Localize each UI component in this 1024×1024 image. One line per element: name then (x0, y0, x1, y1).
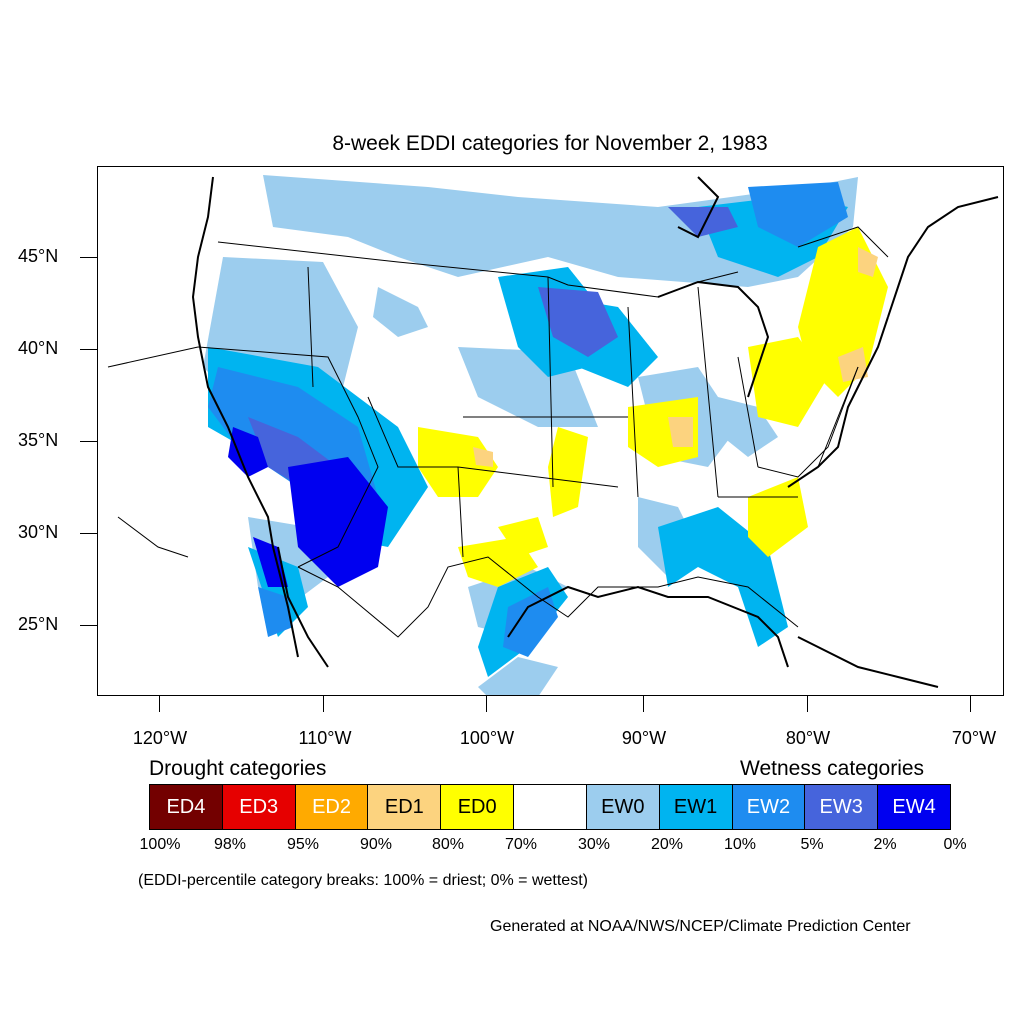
lat-tick (80, 349, 97, 350)
drought-heading: Drought categories (149, 757, 327, 780)
ed1-regions (473, 247, 878, 467)
lon-label-120: 120°W (132, 728, 188, 748)
lon-tick (159, 696, 160, 712)
lon-label-110: 110°W (298, 728, 352, 748)
wetness-heading: Wetness categories (740, 757, 925, 780)
lon-tick (486, 696, 487, 712)
lat-tick (80, 625, 97, 626)
legend-ed4: ED4 (150, 785, 223, 829)
lon-tick (807, 696, 808, 712)
pct-break: 0% (943, 836, 967, 853)
map-panel (97, 166, 1004, 696)
lat-tick (80, 257, 97, 258)
pct-break: 2% (873, 836, 897, 853)
map-title: 8-week EDDI categories for November 2, 1… (332, 132, 768, 155)
legend-ed1: ED1 (368, 785, 442, 829)
pct-break: 10% (723, 836, 757, 853)
lat-label-45: 45°N (18, 246, 59, 266)
pct-break: 80% (431, 836, 465, 853)
pct-break: 90% (359, 836, 393, 853)
lat-label-40: 40°N (18, 338, 59, 358)
lon-tick (970, 696, 971, 712)
lat-tick (80, 441, 97, 442)
lat-label-25: 25°N (18, 614, 59, 634)
legend-ed3: ED3 (222, 785, 296, 829)
legend-normal (514, 785, 587, 829)
legend-ed2: ED2 (295, 785, 369, 829)
lon-tick (643, 696, 644, 712)
eddi-map (107, 175, 999, 695)
lon-label-90: 90°W (621, 728, 667, 748)
lon-tick (323, 696, 324, 712)
lat-tick (80, 533, 97, 534)
pct-break: 98% (213, 836, 247, 853)
ed0-regions (418, 227, 888, 587)
pct-break: 30% (577, 836, 611, 853)
pct-break: 20% (650, 836, 684, 853)
lon-label-100: 100°W (459, 728, 515, 748)
lat-label-30: 30°N (18, 522, 59, 542)
credit-line: Generated at NOAA/NWS/NCEP/Climate Predi… (490, 918, 911, 935)
ew4-regions (228, 427, 388, 587)
lon-label-70: 70°W (951, 728, 997, 748)
legend-ew1: EW1 (659, 785, 733, 829)
pct-break: 95% (286, 836, 320, 853)
legend-ed0: ED0 (441, 785, 515, 829)
lat-label-35: 35°N (18, 430, 59, 450)
category-legend: ED4 ED3 ED2 ED1 ED0 EW0 EW1 EW2 EW3 EW4 (149, 784, 951, 830)
pct-break: 5% (800, 836, 824, 853)
legend-ew2: EW2 (732, 785, 806, 829)
category-note: (EDDI-percentile category breaks: 100% =… (138, 872, 588, 889)
pct-break: 70% (504, 836, 538, 853)
legend-ew4: EW4 (878, 785, 950, 829)
legend-ew3: EW3 (805, 785, 879, 829)
pct-break: 100% (139, 836, 181, 853)
coastlines (191, 176, 999, 688)
lon-label-80: 80°W (785, 728, 831, 748)
legend-ew0: EW0 (586, 785, 660, 829)
